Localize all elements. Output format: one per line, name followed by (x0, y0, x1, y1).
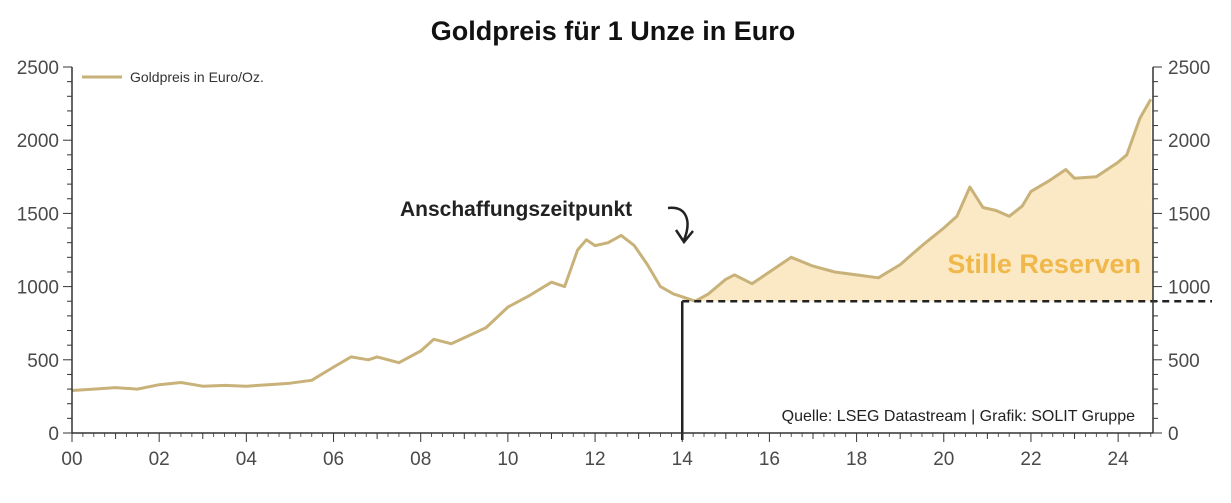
y-tick-label-left: 1000 (17, 278, 59, 299)
y-tick-label-right: 1000 (1168, 278, 1210, 299)
y-tick-label-left: 2500 (17, 58, 59, 79)
x-tick-label: 22 (1020, 449, 1041, 470)
x-tick-label: 08 (410, 449, 431, 470)
x-tick-label: 02 (149, 449, 170, 470)
y-tick-label-right: 500 (1168, 351, 1200, 372)
x-tick-label: 24 (1108, 449, 1130, 470)
y-tick-label-right: 1500 (1168, 204, 1210, 225)
y-tick-label-right: 2500 (1168, 58, 1210, 79)
source-note: Quelle: LSEG Datastream | Grafik: SOLIT … (782, 408, 1135, 425)
legend-label: Goldpreis in Euro/Oz. (130, 69, 264, 85)
y-tick-label-left: 500 (27, 351, 59, 372)
stille-reserven-label: Stille Reserven (947, 249, 1141, 279)
x-tick-label: 10 (497, 449, 518, 470)
x-tick-label: 16 (759, 449, 780, 470)
y-tick-label-left: 2000 (17, 131, 59, 152)
x-tick-label: 00 (61, 449, 82, 470)
arrow-head-icon (674, 229, 694, 245)
x-tick-label: 06 (323, 449, 344, 470)
x-tick-label: 20 (933, 449, 954, 470)
x-tick-label: 04 (236, 449, 258, 470)
y-tick-label-left: 0 (48, 424, 59, 445)
anschaffungszeitpunkt-label: Anschaffungszeitpunkt (400, 198, 632, 221)
legend: Goldpreis in Euro/Oz. (82, 69, 264, 85)
x-tick-label: 18 (846, 449, 867, 470)
x-tick-label: 12 (584, 449, 605, 470)
chart-title: Goldpreis für 1 Unze in Euro (431, 16, 796, 46)
x-tick-label: 14 (672, 449, 694, 470)
y-tick-label-right: 2000 (1168, 131, 1210, 152)
curved-arrow-icon (667, 206, 689, 241)
y-tick-label-left: 1500 (17, 204, 59, 225)
stille-reserven-area (682, 99, 1153, 302)
y-tick-label-right: 0 (1168, 424, 1179, 445)
gold-price-series-line (71, 98, 1153, 392)
